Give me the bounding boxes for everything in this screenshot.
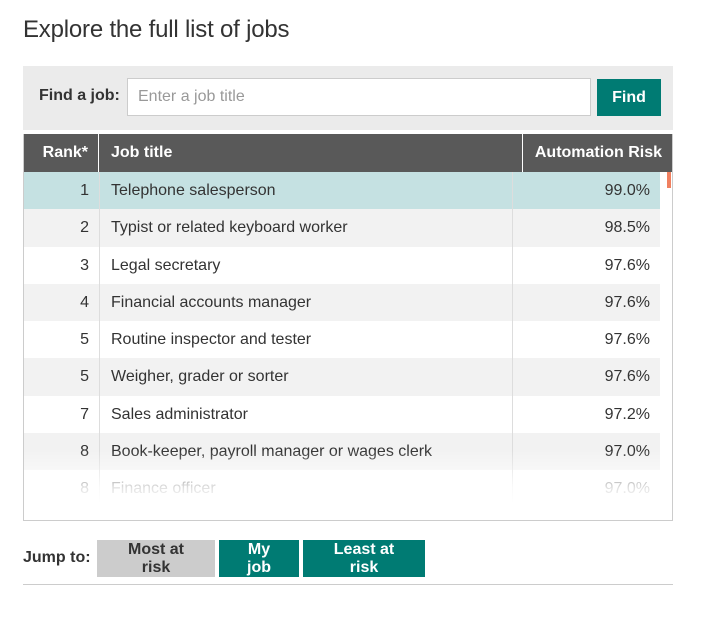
row-automation-risk: 97.2% xyxy=(604,405,650,423)
row-job-title: Legal secretary xyxy=(101,246,513,284)
row-rank: 4 xyxy=(24,283,100,322)
table-row[interactable]: 5 Routine inspector and tester 97.6% xyxy=(24,321,660,359)
table-row[interactable]: 4 Financial accounts manager 97.6% xyxy=(24,283,660,322)
scrollbar-thumb[interactable] xyxy=(667,172,671,188)
divider xyxy=(23,584,673,585)
most-at-risk-button[interactable]: Most at risk xyxy=(97,540,215,577)
row-automation-risk: 97.6% xyxy=(604,331,650,349)
my-job-button[interactable]: My job xyxy=(219,540,299,577)
row-job-title: Financial accounts manager xyxy=(101,283,513,322)
row-rank: 8 xyxy=(24,433,100,471)
column-header-automation-risk[interactable]: Automation Risk xyxy=(534,144,662,161)
row-automation-risk: 97.6% xyxy=(604,368,650,386)
find-button[interactable]: Find xyxy=(597,79,661,116)
row-automation-risk: 99.0% xyxy=(604,182,650,199)
row-rank: 2 xyxy=(24,209,100,247)
job-search-bar: Find a job: Find xyxy=(23,66,673,130)
page-title: Explore the full list of jobs xyxy=(23,16,290,43)
row-rank: 1 xyxy=(24,172,100,210)
row-automation-risk: 98.5% xyxy=(604,219,650,237)
table-row[interactable]: 8 Book-keeper, payroll manager or wages c… xyxy=(24,433,660,471)
row-automation-risk: 97.0% xyxy=(604,480,650,498)
row-job-title: Book-keeper, payroll manager or wages cl… xyxy=(101,433,513,471)
row-job-title: Finance officer xyxy=(101,470,513,502)
table-row[interactable]: 1 Telephone salesperson 99.0% xyxy=(24,172,660,210)
least-at-risk-button[interactable]: Least at risk xyxy=(303,540,425,577)
search-label: Find a job: xyxy=(39,87,120,104)
row-rank: 5 xyxy=(24,321,100,359)
column-header-rank[interactable]: Rank* xyxy=(24,134,99,172)
table-row[interactable]: 3 Legal secretary 97.6% xyxy=(24,246,660,284)
table-header: Rank* Job title Automation Risk xyxy=(24,134,672,172)
row-automation-risk: 97.6% xyxy=(604,293,650,311)
table-row[interactable]: 5 Weigher, grader or sorter 97.6% xyxy=(24,358,660,396)
jobs-table: Rank* Job title Automation Risk 1 Telepho… xyxy=(23,134,673,521)
row-rank: 8 xyxy=(24,470,100,502)
row-rank: 3 xyxy=(24,246,100,284)
table-row[interactable]: 8 Finance officer 97.0% xyxy=(24,470,660,502)
job-title-input[interactable] xyxy=(127,78,591,116)
table-row[interactable]: 7 Sales administrator 97.2% xyxy=(24,395,660,434)
table-row[interactable]: 2 Typist or related keyboard worker 98.5% xyxy=(24,209,660,247)
row-job-title: Telephone salesperson xyxy=(101,172,513,210)
jump-to-label: Jump to: xyxy=(23,549,91,566)
row-job-title: Sales administrator xyxy=(101,395,513,434)
row-automation-risk: 97.6% xyxy=(604,256,650,274)
row-rank: 7 xyxy=(24,395,100,434)
row-job-title: Typist or related keyboard worker xyxy=(101,209,513,247)
column-header-job-title[interactable]: Job title xyxy=(100,134,523,172)
table-body[interactable]: 1 Telephone salesperson 99.0% 2 Typist or re… xyxy=(24,172,660,502)
row-rank: 5 xyxy=(24,358,100,396)
row-job-title: Weigher, grader or sorter xyxy=(101,358,513,396)
row-automation-risk: 97.0% xyxy=(604,443,650,461)
row-job-title: Routine inspector and tester xyxy=(101,321,513,359)
